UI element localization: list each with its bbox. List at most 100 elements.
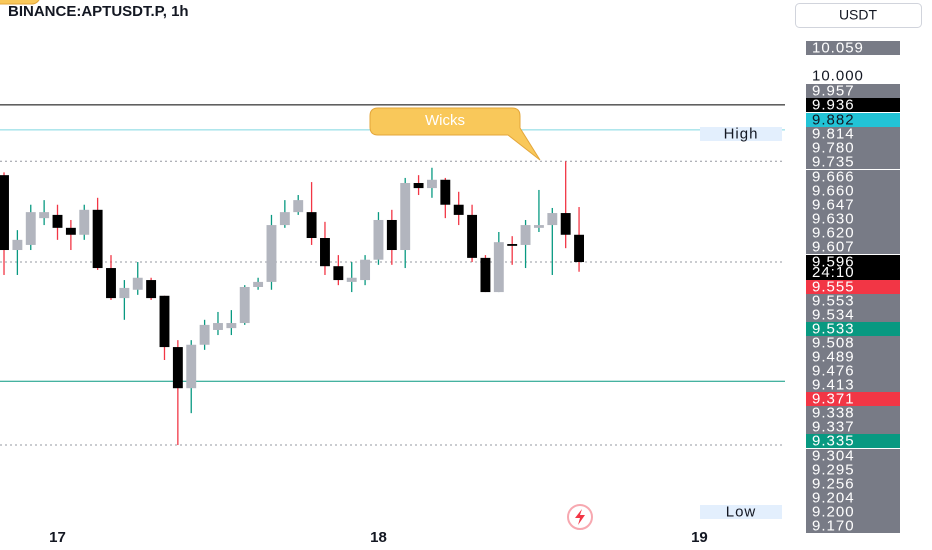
price-label-bg — [806, 41, 900, 55]
price-label: 9.476 — [812, 362, 855, 379]
candle-body — [493, 242, 504, 293]
plot-area: 17 18 19 — [0, 104, 785, 546]
candle-body — [574, 234, 585, 263]
price-label: 10.000 — [812, 67, 864, 84]
candle-body — [106, 268, 116, 299]
candle-body — [52, 214, 63, 228]
candle-body — [547, 213, 558, 226]
cut-callout — [0, 0, 40, 5]
price-label-bg — [806, 491, 900, 505]
price-label: 9.607 — [812, 238, 855, 255]
candle-body — [172, 347, 183, 389]
price-label-bg — [806, 155, 900, 169]
candle-body — [333, 266, 344, 281]
price-label: 9.304 — [812, 447, 855, 464]
price-label-bg — [806, 392, 900, 406]
candle-body — [39, 212, 50, 219]
price-label-bg — [806, 449, 900, 463]
price-label-bg — [806, 69, 900, 83]
candle-body — [400, 183, 411, 251]
candle-body — [320, 238, 330, 267]
candle-body — [0, 175, 9, 251]
price-label-bg — [806, 336, 900, 350]
price-label-bg — [806, 434, 900, 448]
candle-body — [65, 227, 76, 235]
candle-body — [560, 213, 571, 235]
price-label: 9.508 — [812, 334, 855, 351]
price-label-bg — [806, 98, 900, 112]
price-label-bg — [806, 280, 900, 294]
price-label: 9.335 — [812, 432, 855, 449]
price-label-bg — [806, 406, 900, 420]
price-label-bg — [806, 378, 900, 392]
price-label: 9.735 — [812, 153, 855, 170]
x-tick-label: 17 — [49, 529, 66, 546]
price-label-bg — [806, 477, 900, 491]
price-label: 9.533 — [812, 320, 855, 337]
price-label: 9.413 — [812, 376, 855, 393]
candle-body — [226, 323, 237, 329]
candle-body — [186, 344, 197, 389]
candle-body — [480, 257, 491, 293]
price-label: 9.170 — [812, 517, 855, 534]
candle-body — [373, 219, 384, 260]
candle-body — [213, 323, 223, 330]
candle-body — [427, 179, 437, 189]
price-label: 9.553 — [812, 292, 855, 309]
price-label: 9.204 — [812, 489, 855, 506]
price-label: 9.647 — [812, 196, 855, 213]
price-label-bg — [806, 505, 900, 519]
price-label: 9.534 — [812, 306, 855, 323]
price-label-bg — [806, 294, 900, 308]
price-label: 9.295 — [812, 461, 855, 478]
price-label: 9.957 — [812, 82, 855, 99]
price-label-bg — [806, 350, 900, 364]
callout-text: Wicks — [425, 112, 465, 129]
price-label: 9.814 — [812, 125, 855, 142]
price-label-bg — [806, 255, 900, 280]
price-label: 9.200 — [812, 503, 855, 520]
price-label-bg — [806, 226, 900, 240]
alert-bolt[interactable] — [575, 509, 585, 525]
price-label: 9.596 — [812, 253, 855, 270]
candle-body — [386, 219, 397, 251]
candle-body — [266, 225, 277, 282]
currency-label[interactable]: USDT — [839, 7, 878, 23]
candle-body — [293, 200, 304, 213]
currency-button[interactable] — [795, 3, 922, 28]
price-label: 10.059 — [812, 39, 864, 56]
price-label: 9.660 — [812, 182, 855, 199]
tag-bg — [700, 505, 782, 519]
price-label-bg — [806, 141, 900, 155]
price-label-bg — [806, 84, 900, 98]
candle-body — [507, 244, 518, 246]
price-label: 9.630 — [812, 210, 855, 227]
price-label-bg — [806, 322, 900, 336]
price-label-bg — [806, 170, 900, 184]
price-label-bg — [806, 198, 900, 212]
price-label: 9.936 — [812, 96, 855, 113]
price-label: 9.555 — [812, 278, 855, 295]
x-tick-label: 18 — [370, 529, 387, 546]
candle-body — [199, 324, 210, 345]
candle-body — [159, 295, 170, 348]
candle-body — [440, 179, 451, 205]
candle-body — [453, 204, 464, 215]
countdown-label: 24:10 — [812, 264, 855, 281]
candle-body — [92, 209, 103, 269]
tag-label: Low — [726, 503, 757, 520]
price-label: 9.489 — [812, 348, 855, 365]
candle-body — [360, 259, 371, 281]
price-label-bg — [806, 240, 900, 254]
price-label-bg — [806, 364, 900, 378]
candle-body — [520, 225, 531, 245]
price-label-bg — [806, 519, 900, 533]
candle-body — [279, 212, 290, 226]
candle-body — [25, 212, 36, 245]
price-label: 9.666 — [812, 168, 855, 185]
candle-body — [413, 183, 424, 189]
candle-body — [533, 225, 544, 228]
